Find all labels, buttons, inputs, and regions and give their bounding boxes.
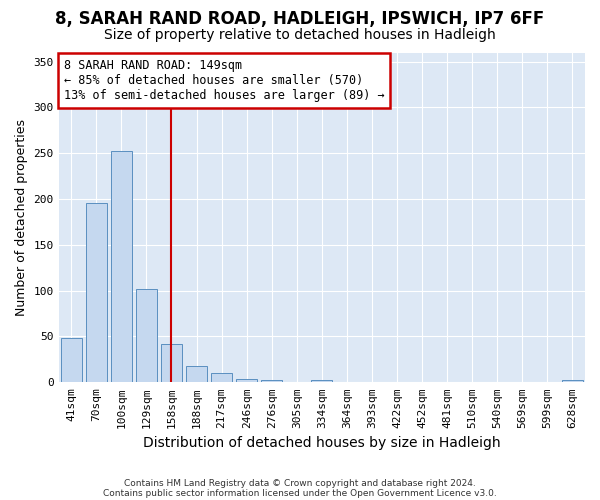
Bar: [311, 380, 332, 382]
Bar: [110, 152, 132, 382]
Bar: [562, 380, 583, 382]
Text: 8, SARAH RAND ROAD, HADLEIGH, IPSWICH, IP7 6FF: 8, SARAH RAND ROAD, HADLEIGH, IPSWICH, I…: [55, 10, 545, 28]
Bar: [61, 338, 82, 382]
Bar: [236, 378, 257, 382]
Bar: [161, 344, 182, 383]
Bar: [136, 289, 157, 382]
Bar: [186, 366, 207, 382]
Text: 8 SARAH RAND ROAD: 149sqm
← 85% of detached houses are smaller (570)
13% of semi: 8 SARAH RAND ROAD: 149sqm ← 85% of detac…: [64, 59, 385, 102]
Bar: [261, 380, 283, 382]
X-axis label: Distribution of detached houses by size in Hadleigh: Distribution of detached houses by size …: [143, 436, 500, 450]
Y-axis label: Number of detached properties: Number of detached properties: [15, 119, 28, 316]
Text: Contains public sector information licensed under the Open Government Licence v3: Contains public sector information licen…: [103, 488, 497, 498]
Text: Contains HM Land Registry data © Crown copyright and database right 2024.: Contains HM Land Registry data © Crown c…: [124, 478, 476, 488]
Text: Size of property relative to detached houses in Hadleigh: Size of property relative to detached ho…: [104, 28, 496, 42]
Bar: [86, 202, 107, 382]
Bar: [211, 373, 232, 382]
